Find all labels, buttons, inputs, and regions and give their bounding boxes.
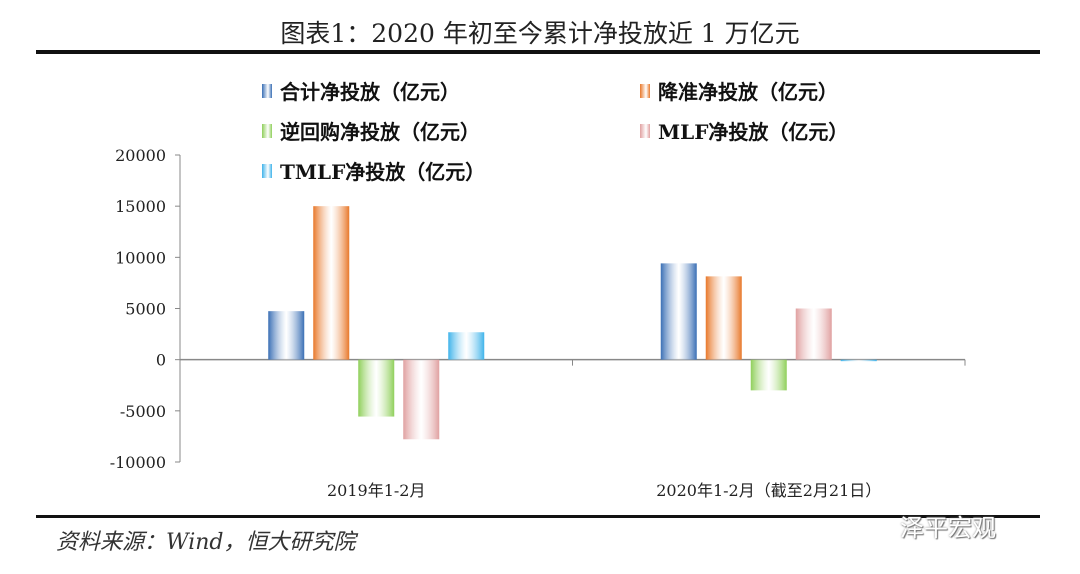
- legend-label: 逆回购净投放（亿元）: [280, 120, 480, 144]
- bar-4-1: [840, 359, 877, 362]
- source-note: 资料来源：Wind，恒大研究院: [56, 530, 356, 555]
- watermark: 泽平宏观: [900, 514, 996, 542]
- bar-1-1: [705, 276, 742, 360]
- bar-4-0: [448, 332, 485, 360]
- legend-swatch: [640, 123, 650, 138]
- top-rule: [36, 50, 1040, 54]
- legend-item: 降准净投放（亿元）: [640, 76, 838, 105]
- y-tick-label: 0: [156, 351, 166, 370]
- legend-label: 合计净投放（亿元）: [280, 80, 460, 104]
- bar-3-1: [795, 308, 832, 360]
- legend-item: MLF净投放（亿元）: [640, 116, 848, 145]
- legend-item: TMLF净投放（亿元）: [262, 156, 485, 185]
- legend-label: TMLF净投放（亿元）: [280, 160, 486, 184]
- y-tick-label: -10000: [110, 453, 166, 472]
- bar-0-0: [268, 311, 305, 360]
- y-tick-label: 20000: [115, 146, 166, 165]
- legend-swatch: [262, 123, 272, 138]
- legend-swatch: [640, 83, 650, 98]
- x-tick-label: 2020年1-2月（截至2月21日）: [656, 481, 881, 500]
- bar-2-1: [750, 359, 787, 391]
- legend-swatch: [262, 163, 272, 178]
- bar-0-1: [660, 263, 697, 360]
- legend-item: 逆回购净投放（亿元）: [262, 116, 480, 145]
- x-tick-label: 2019年1-2月: [327, 481, 426, 500]
- legend-swatch: [262, 83, 272, 98]
- bottom-rule: [36, 515, 1040, 518]
- legend-label: 降准净投放（亿元）: [658, 80, 838, 104]
- legend-item: 合计净投放（亿元）: [262, 76, 460, 105]
- y-tick-label: -5000: [120, 402, 166, 421]
- y-tick-label: 15000: [115, 197, 166, 216]
- bar-2-0: [358, 359, 395, 417]
- bar-3-0: [403, 359, 440, 440]
- y-tick-label: 10000: [115, 248, 166, 267]
- bar-1-0: [313, 206, 350, 360]
- chart-title: 图表1：2020 年初至今累计净投放近 1 万亿元: [280, 19, 800, 48]
- legend-label: MLF净投放（亿元）: [658, 120, 849, 144]
- y-tick-label: 5000: [125, 300, 166, 319]
